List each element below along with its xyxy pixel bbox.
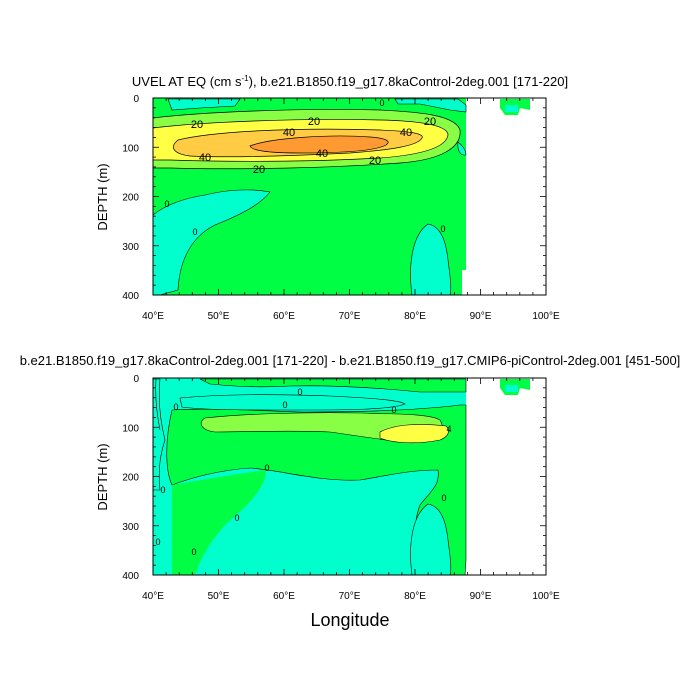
bottom-contour-label: 0 [191, 547, 196, 557]
bottom-contour-label: 0 [297, 387, 302, 397]
top-contour-label: 40 [199, 152, 211, 164]
top-land-notch [462, 270, 466, 295]
top-contour-labels: 20 20 20 20 40 40 40 40 20 0 0 0 0 [164, 98, 445, 237]
bottom-y-tick-label: 200 [122, 473, 139, 484]
bottom-contour-label: 0 [282, 400, 287, 410]
top-x-tick-label: 90°E [470, 311, 492, 322]
bottom-contour-label: 0 [173, 402, 178, 412]
top-contour-label: 20 [253, 164, 265, 176]
top-neg-surface-west [167, 98, 241, 111]
top-jet-50 [249, 135, 389, 154]
bottom-panel: b.e21.B1850.f19_g17.8kaControl-2deg.001 … [20, 353, 681, 630]
top-y-tick-label: 100 [122, 143, 139, 154]
top-contour-label: 20 [308, 116, 320, 128]
top-neg-surface-east [394, 98, 467, 113]
top-neg-blob-east [457, 141, 467, 156]
bottom-title: b.e21.B1850.f19_g17.8kaControl-2deg.001 … [20, 353, 681, 368]
bottom-x-tick-label: 60°E [273, 591, 295, 602]
bottom-pos-main [166, 404, 467, 575]
top-contour-label: 20 [424, 116, 436, 128]
top-title: UVEL AT EQ (cm s-1), b.e21.B1850.f19_g17… [132, 74, 568, 89]
bottom-x-tick-label: 40°E [142, 591, 164, 602]
bottom-land-mask [466, 378, 546, 575]
bottom-contour-label: 0 [391, 405, 396, 415]
top-x-tick-label: 100°E [532, 311, 560, 322]
top-contour-label: 20 [369, 155, 381, 167]
bottom-pos-deep [172, 470, 266, 575]
bottom-ylabel: DEPTH (m) [95, 443, 110, 510]
top-contour-label: 40 [316, 148, 328, 160]
top-x-tick-label: 50°E [208, 311, 230, 322]
bottom-contour-label: 0 [155, 537, 160, 547]
bottom-west-contour [155, 378, 161, 431]
top-x-tick-label: 80°E [404, 311, 426, 322]
bottom-pos-core [379, 424, 449, 444]
bottom-west-layer [153, 378, 166, 491]
bottom-x-tick-label: 50°E [208, 591, 230, 602]
bottom-y-tick-label: 100 [122, 423, 139, 434]
bottom-y-tick-label: 0 [133, 374, 139, 385]
top-neg-deep-west [153, 189, 271, 295]
bottom-x-tick-label: 80°E [404, 591, 426, 602]
top-contour-label: 0 [440, 224, 445, 234]
bottom-x-tick-label: 100°E [532, 591, 560, 602]
top-x-tick-label: 60°E [273, 311, 295, 322]
bottom-pos-surface [199, 378, 467, 393]
bottom-contour-label: 0 [441, 493, 446, 503]
bottom-contour-label: 0 [264, 463, 269, 473]
top-y-tick-label: 400 [122, 291, 139, 302]
bottom-contour-label: 4 [446, 424, 451, 434]
top-y-tick-label: 300 [122, 242, 139, 253]
top-contour-label: 0 [379, 98, 384, 108]
bottom-x-tick-label: 70°E [339, 591, 361, 602]
top-x-tick-label: 40°E [142, 311, 164, 322]
top-ylabel: DEPTH (m) [95, 163, 110, 230]
top-contour-label: 20 [191, 119, 203, 131]
bottom-contour-label: 0 [234, 513, 239, 523]
top-neg-deep-east [410, 223, 452, 295]
top-y-tick-label: 0 [133, 94, 139, 105]
bottom-y-tick-label: 400 [122, 571, 139, 582]
top-x-axis: 40°E 50°E 60°E 70°E 80°E 90°E 100°E [142, 98, 560, 322]
bottom-east-patch-neg [505, 385, 518, 392]
bottom-contour-labels: 0 0 0 0 0 0 0 0 0 0 4 [155, 387, 451, 557]
bottom-neg-band [179, 394, 406, 411]
top-land-mask [466, 98, 546, 295]
top-x-tick-label: 70°E [339, 311, 361, 322]
bottom-y-tick-label: 300 [122, 522, 139, 533]
top-contour-fill [153, 98, 546, 295]
bottom-x-tick-label: 90°E [470, 591, 492, 602]
bottom-x-axis: 40°E 50°E 60°E 70°E 80°E 90°E 100°E [142, 378, 560, 602]
bottom-xlabel: Longitude [310, 610, 389, 630]
top-east-patch-neg [505, 105, 518, 112]
top-panel: UVEL AT EQ (cm s-1), b.e21.B1850.f19_g17… [95, 74, 568, 322]
bottom-neg-deep-east [410, 503, 452, 575]
top-contour-label: 40 [283, 127, 295, 139]
bottom-contour-label: 0 [160, 485, 165, 495]
top-contour-label: 0 [164, 199, 169, 209]
bottom-contour-fill [153, 378, 546, 575]
top-contour-label: 40 [400, 127, 412, 139]
top-y-tick-label: 200 [122, 193, 139, 204]
top-contour-label: 0 [192, 227, 197, 237]
